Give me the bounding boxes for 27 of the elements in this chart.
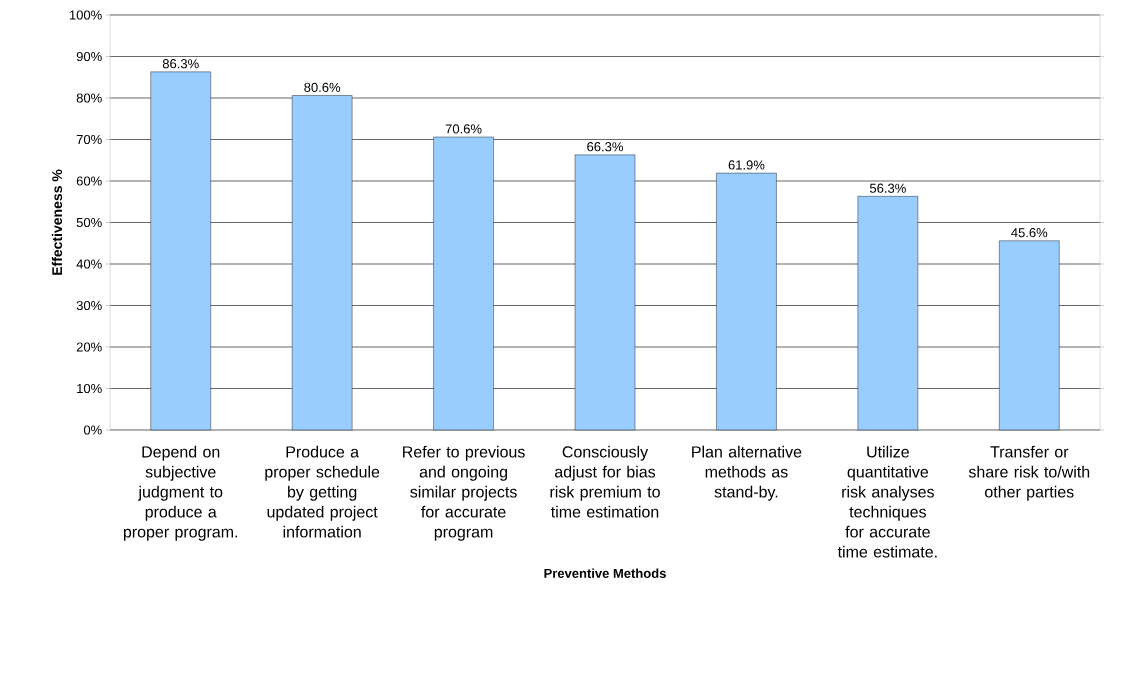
y-tick-label: 0%: [83, 425, 102, 435]
y-tick-label: 50%: [76, 217, 102, 228]
data-label: 56.3%: [869, 183, 906, 193]
y-tick-label: 10%: [77, 383, 102, 394]
y-tick-label: 20%: [76, 342, 102, 352]
y-tick-label: 40%: [76, 259, 102, 269]
y-tick-label: 80%: [76, 93, 102, 103]
y-tick-label: 90%: [76, 51, 102, 62]
data-label: 45.6%: [1011, 228, 1048, 238]
data-label: 61.9%: [728, 160, 765, 170]
data-label: 80.6%: [304, 82, 341, 92]
x-tick-label: Utilize quantitative risk analyses techniques for accurate time estimate.: [837, 445, 937, 558]
x-tick-label: Refer to previous and ongoing similar projects for accurate program: [403, 445, 525, 541]
data-label: 70.6%: [445, 124, 482, 134]
y-tick-label: 70%: [76, 134, 102, 145]
x-axis-title: Preventive Methods: [544, 568, 666, 578]
x-tick-label: Produce a proper schedule by getting updated project information: [265, 445, 380, 538]
y-tick-label: 30%: [76, 300, 102, 311]
x-tick-label: Consciously adjust for bias risk premium to time estimation: [550, 445, 660, 518]
data-label: 86.3%: [162, 59, 199, 69]
x-tick-label: Transfer or share risk to/with other parties: [968, 445, 1090, 501]
x-tick-label: Depend on subjective judgment to produce a proper program.: [123, 445, 238, 541]
y-tick-label: 100%: [69, 10, 102, 20]
x-tick-label: Plan alternative methods as stand-by.: [692, 445, 802, 501]
y-axis-title: Effectiveness %: [51, 169, 63, 275]
y-tick-label: 60%: [76, 176, 102, 186]
data-label: 66.3%: [587, 142, 623, 152]
